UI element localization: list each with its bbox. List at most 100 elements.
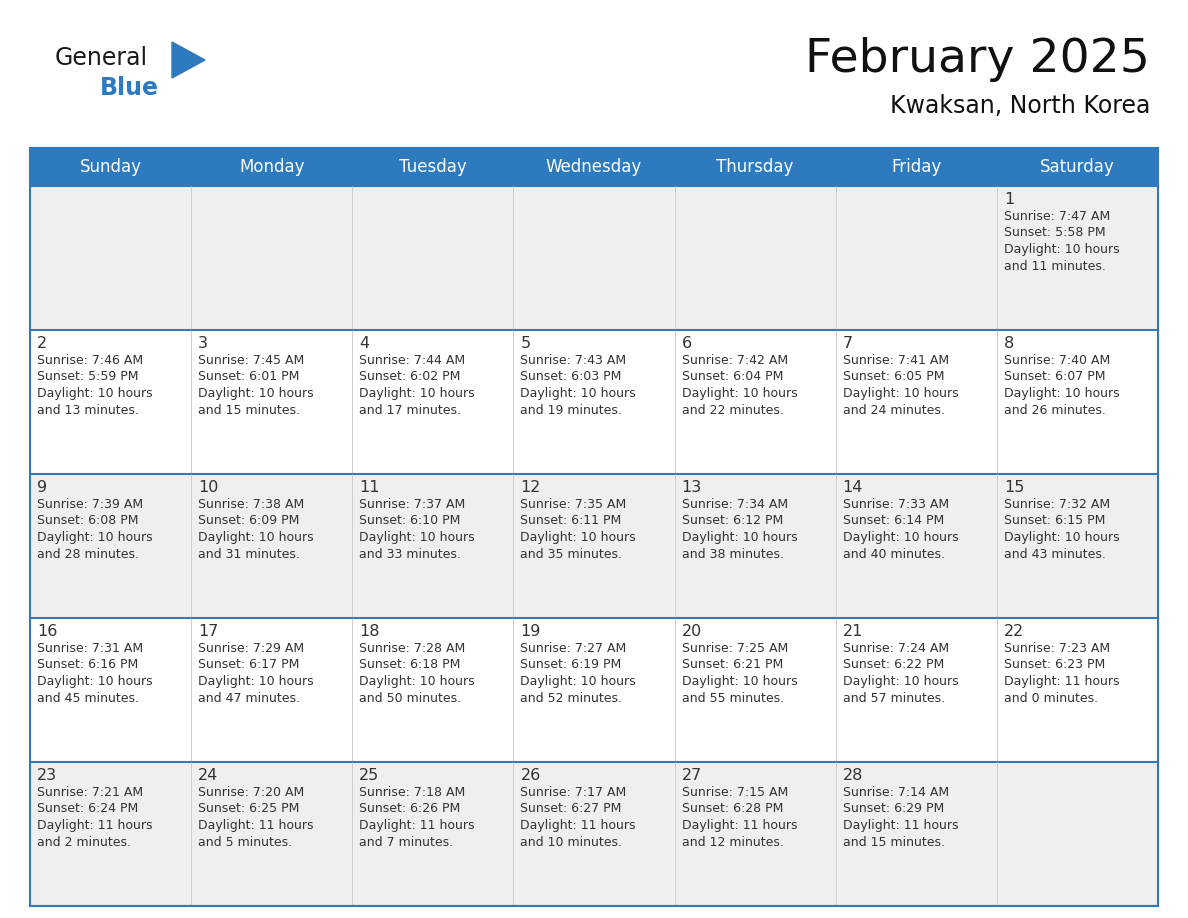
- Text: 5: 5: [520, 336, 531, 351]
- Text: Daylight: 10 hours: Daylight: 10 hours: [37, 675, 152, 688]
- Text: Sunrise: 7:37 AM: Sunrise: 7:37 AM: [359, 498, 466, 511]
- Text: Sunrise: 7:29 AM: Sunrise: 7:29 AM: [198, 642, 304, 655]
- Text: and 7 minutes.: and 7 minutes.: [359, 835, 454, 848]
- Text: and 19 minutes.: and 19 minutes.: [520, 404, 623, 417]
- Text: Sunrise: 7:43 AM: Sunrise: 7:43 AM: [520, 354, 626, 367]
- Text: Sunrise: 7:24 AM: Sunrise: 7:24 AM: [842, 642, 949, 655]
- Text: and 15 minutes.: and 15 minutes.: [842, 835, 944, 848]
- Text: Sunset: 6:09 PM: Sunset: 6:09 PM: [198, 514, 299, 528]
- Bar: [30, 474, 1158, 618]
- Text: Sunrise: 7:27 AM: Sunrise: 7:27 AM: [520, 642, 627, 655]
- Text: Sunrise: 7:23 AM: Sunrise: 7:23 AM: [1004, 642, 1110, 655]
- Bar: [30, 762, 1158, 906]
- Text: and 40 minutes.: and 40 minutes.: [842, 547, 944, 561]
- Text: Sunset: 6:17 PM: Sunset: 6:17 PM: [198, 658, 299, 671]
- Text: Sunset: 5:59 PM: Sunset: 5:59 PM: [37, 371, 139, 384]
- Text: Daylight: 10 hours: Daylight: 10 hours: [520, 675, 636, 688]
- Text: Sunday: Sunday: [80, 158, 141, 176]
- Text: and 55 minutes.: and 55 minutes.: [682, 691, 784, 704]
- Text: Sunset: 6:29 PM: Sunset: 6:29 PM: [842, 802, 944, 815]
- Text: Daylight: 10 hours: Daylight: 10 hours: [359, 387, 475, 400]
- Text: Sunrise: 7:25 AM: Sunrise: 7:25 AM: [682, 642, 788, 655]
- Text: Daylight: 11 hours: Daylight: 11 hours: [37, 819, 152, 832]
- Text: and 52 minutes.: and 52 minutes.: [520, 691, 623, 704]
- Text: Sunset: 6:23 PM: Sunset: 6:23 PM: [1004, 658, 1105, 671]
- Text: Daylight: 11 hours: Daylight: 11 hours: [198, 819, 314, 832]
- Text: and 28 minutes.: and 28 minutes.: [37, 547, 139, 561]
- Text: Daylight: 10 hours: Daylight: 10 hours: [1004, 387, 1119, 400]
- Text: Daylight: 10 hours: Daylight: 10 hours: [842, 387, 959, 400]
- Text: 26: 26: [520, 768, 541, 783]
- Text: 2: 2: [37, 336, 48, 351]
- Text: Monday: Monday: [239, 158, 304, 176]
- Text: Daylight: 10 hours: Daylight: 10 hours: [359, 675, 475, 688]
- Text: Tuesday: Tuesday: [399, 158, 467, 176]
- Text: Sunset: 6:15 PM: Sunset: 6:15 PM: [1004, 514, 1105, 528]
- Text: Daylight: 10 hours: Daylight: 10 hours: [1004, 243, 1119, 256]
- Text: Daylight: 10 hours: Daylight: 10 hours: [682, 675, 797, 688]
- Text: Sunset: 6:21 PM: Sunset: 6:21 PM: [682, 658, 783, 671]
- Text: Sunrise: 7:32 AM: Sunrise: 7:32 AM: [1004, 498, 1110, 511]
- Text: 6: 6: [682, 336, 691, 351]
- Text: and 33 minutes.: and 33 minutes.: [359, 547, 461, 561]
- Text: Sunset: 6:22 PM: Sunset: 6:22 PM: [842, 658, 944, 671]
- Text: General: General: [55, 46, 148, 70]
- Text: and 24 minutes.: and 24 minutes.: [842, 404, 944, 417]
- Text: Sunrise: 7:47 AM: Sunrise: 7:47 AM: [1004, 210, 1110, 223]
- Text: Sunrise: 7:44 AM: Sunrise: 7:44 AM: [359, 354, 466, 367]
- Text: Friday: Friday: [891, 158, 941, 176]
- Text: 18: 18: [359, 624, 380, 639]
- Text: and 0 minutes.: and 0 minutes.: [1004, 691, 1098, 704]
- Text: Daylight: 11 hours: Daylight: 11 hours: [682, 819, 797, 832]
- Text: Sunset: 6:16 PM: Sunset: 6:16 PM: [37, 658, 138, 671]
- Text: Daylight: 10 hours: Daylight: 10 hours: [520, 387, 636, 400]
- Text: 4: 4: [359, 336, 369, 351]
- Text: and 15 minutes.: and 15 minutes.: [198, 404, 301, 417]
- Text: Sunset: 6:03 PM: Sunset: 6:03 PM: [520, 371, 621, 384]
- Text: and 5 minutes.: and 5 minutes.: [198, 835, 292, 848]
- Text: 13: 13: [682, 480, 702, 495]
- Text: Daylight: 10 hours: Daylight: 10 hours: [842, 531, 959, 544]
- Text: Thursday: Thursday: [716, 158, 794, 176]
- Text: 1: 1: [1004, 192, 1015, 207]
- Text: Daylight: 10 hours: Daylight: 10 hours: [359, 531, 475, 544]
- Text: 20: 20: [682, 624, 702, 639]
- Text: Sunrise: 7:21 AM: Sunrise: 7:21 AM: [37, 786, 143, 799]
- Text: and 50 minutes.: and 50 minutes.: [359, 691, 461, 704]
- Text: Daylight: 10 hours: Daylight: 10 hours: [198, 675, 314, 688]
- Text: Sunrise: 7:15 AM: Sunrise: 7:15 AM: [682, 786, 788, 799]
- Text: 21: 21: [842, 624, 864, 639]
- Text: Daylight: 10 hours: Daylight: 10 hours: [198, 387, 314, 400]
- Text: 9: 9: [37, 480, 48, 495]
- Text: Sunrise: 7:38 AM: Sunrise: 7:38 AM: [198, 498, 304, 511]
- Text: and 38 minutes.: and 38 minutes.: [682, 547, 784, 561]
- Text: 7: 7: [842, 336, 853, 351]
- Text: and 43 minutes.: and 43 minutes.: [1004, 547, 1106, 561]
- Text: Sunset: 6:01 PM: Sunset: 6:01 PM: [198, 371, 299, 384]
- Text: and 35 minutes.: and 35 minutes.: [520, 547, 623, 561]
- Text: Sunset: 5:58 PM: Sunset: 5:58 PM: [1004, 227, 1106, 240]
- Text: and 22 minutes.: and 22 minutes.: [682, 404, 783, 417]
- Text: Daylight: 10 hours: Daylight: 10 hours: [682, 387, 797, 400]
- Text: 12: 12: [520, 480, 541, 495]
- Text: and 12 minutes.: and 12 minutes.: [682, 835, 783, 848]
- Bar: [30, 618, 1158, 762]
- Text: Sunrise: 7:35 AM: Sunrise: 7:35 AM: [520, 498, 627, 511]
- Text: Daylight: 11 hours: Daylight: 11 hours: [1004, 675, 1119, 688]
- Text: Sunrise: 7:17 AM: Sunrise: 7:17 AM: [520, 786, 627, 799]
- Text: Sunset: 6:08 PM: Sunset: 6:08 PM: [37, 514, 139, 528]
- Text: 27: 27: [682, 768, 702, 783]
- Text: 8: 8: [1004, 336, 1015, 351]
- Text: Sunset: 6:19 PM: Sunset: 6:19 PM: [520, 658, 621, 671]
- Text: Sunrise: 7:31 AM: Sunrise: 7:31 AM: [37, 642, 143, 655]
- Text: Sunrise: 7:46 AM: Sunrise: 7:46 AM: [37, 354, 143, 367]
- Text: Sunset: 6:07 PM: Sunset: 6:07 PM: [1004, 371, 1105, 384]
- Text: Sunset: 6:05 PM: Sunset: 6:05 PM: [842, 371, 944, 384]
- Text: Wednesday: Wednesday: [545, 158, 643, 176]
- Text: Sunrise: 7:45 AM: Sunrise: 7:45 AM: [198, 354, 304, 367]
- Text: and 17 minutes.: and 17 minutes.: [359, 404, 461, 417]
- Text: Daylight: 10 hours: Daylight: 10 hours: [37, 387, 152, 400]
- Text: 22: 22: [1004, 624, 1024, 639]
- Text: Daylight: 10 hours: Daylight: 10 hours: [842, 675, 959, 688]
- Bar: [30, 186, 1158, 330]
